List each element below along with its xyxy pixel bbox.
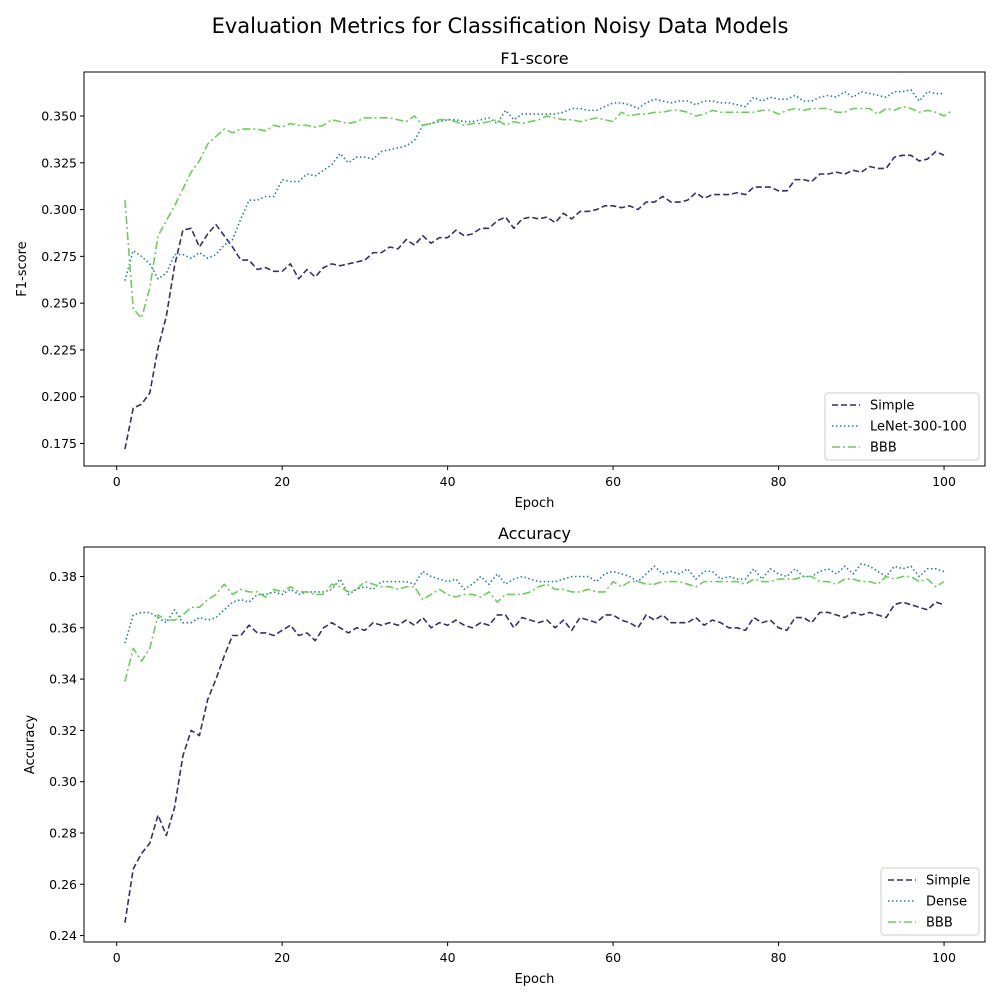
- x-tick-label: 20: [274, 950, 290, 965]
- axes-frame: [83, 71, 986, 467]
- y-tick-label: 0.24: [49, 928, 77, 943]
- legend: Simple LeNet-300-100 BBB: [824, 392, 980, 461]
- series-line-lenet-300-100: [124, 88, 945, 281]
- x-tick-label: 0: [113, 950, 121, 965]
- y-tick-label: 0.30: [49, 774, 77, 789]
- x-tick-label: 80: [771, 474, 787, 489]
- legend-box: [824, 392, 980, 461]
- x-tick-label: 60: [605, 950, 621, 965]
- legend: Simple Dense BBB: [880, 867, 980, 936]
- x-tick-label: 80: [771, 950, 787, 965]
- y-tick-label: 0.28: [49, 825, 77, 840]
- series-line-simple: [124, 601, 945, 923]
- chart-1: Accuracy 0 20 40 60 80 100 0.24 0.26 0.28 0.30 0.32…: [23, 524, 986, 987]
- legend-label: Simple: [870, 399, 914, 414]
- y-tick-label: 0.34: [49, 672, 77, 687]
- series-line-dense: [124, 562, 945, 644]
- x-tick-label: 0: [113, 474, 121, 489]
- y-axis-label: Accuracy: [23, 715, 38, 775]
- x-tick-label: 100: [932, 950, 956, 965]
- x-tick-label: 40: [440, 950, 456, 965]
- x-tick-label: 100: [932, 474, 956, 489]
- axes-frame: [83, 546, 986, 943]
- x-axis-label: Epoch: [515, 972, 555, 987]
- y-tick-label: 0.250: [41, 296, 77, 311]
- y-tick-label: 0.275: [41, 249, 77, 264]
- y-axis-label: F1-score: [15, 241, 30, 296]
- y-tick-label: 0.32: [49, 723, 77, 738]
- x-tick-label: 20: [274, 474, 290, 489]
- chart-0: F1-score 0 20 40 60 80 100 0.175 0.200 0.225 0.250…: [15, 49, 986, 511]
- legend-label: BBB: [870, 441, 897, 456]
- y-tick-label: 0.26: [49, 877, 77, 892]
- figure-title: Evaluation Metrics for Classification No…: [211, 14, 789, 38]
- y-tick-label: 0.325: [41, 155, 77, 170]
- y-tick-label: 0.300: [41, 202, 77, 217]
- series-line-simple: [124, 150, 945, 450]
- y-tick-label: 0.200: [41, 389, 77, 404]
- legend-box: [880, 867, 980, 936]
- series-line-bbb: [124, 575, 945, 682]
- y-tick-label: 0.36: [49, 620, 77, 635]
- x-tick-label: 40: [440, 474, 456, 489]
- chart-title: F1-score: [500, 49, 568, 68]
- y-tick-label: 0.350: [41, 108, 77, 123]
- series-line-bbb: [124, 105, 953, 319]
- chart-title: Accuracy: [498, 524, 571, 543]
- y-tick-label: 0.175: [41, 436, 77, 451]
- x-tick-label: 60: [605, 474, 621, 489]
- legend-label: LeNet-300-100: [870, 420, 967, 435]
- y-tick-label: 0.38: [49, 569, 77, 584]
- legend-label: Dense: [926, 895, 967, 910]
- y-tick-label: 0.225: [41, 342, 77, 357]
- x-axis-label: Epoch: [515, 496, 555, 511]
- legend-label: Simple: [926, 874, 970, 889]
- legend-label: BBB: [926, 916, 953, 931]
